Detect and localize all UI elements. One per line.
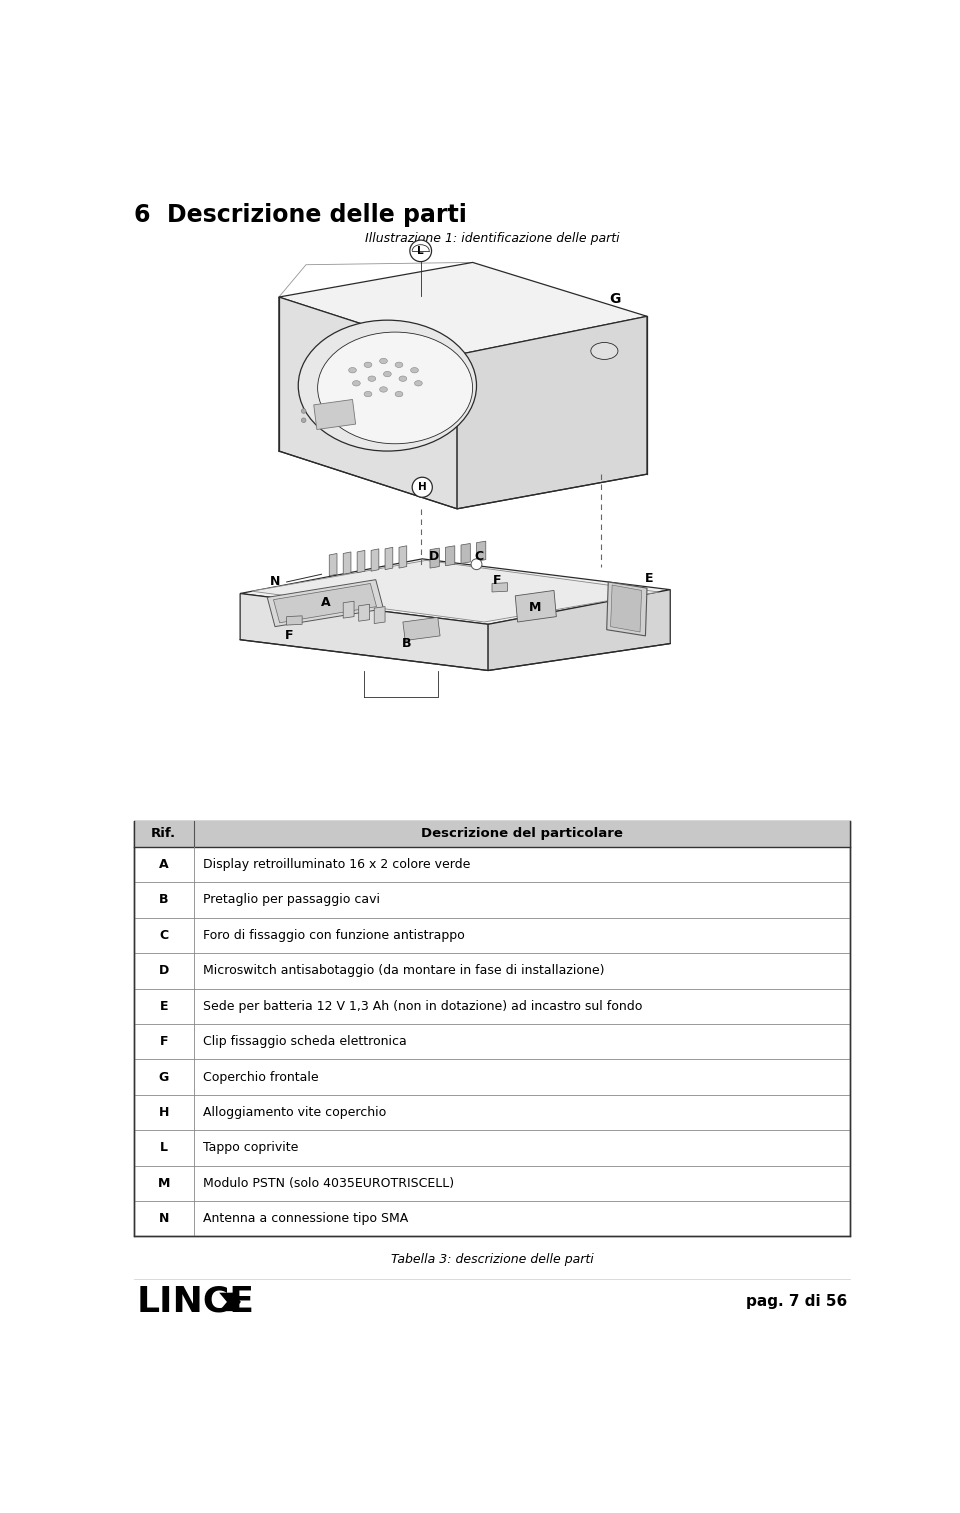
Ellipse shape [379,359,388,363]
Text: L: L [418,245,424,256]
Polygon shape [372,549,379,572]
Ellipse shape [399,377,407,381]
Text: B: B [402,637,412,651]
Polygon shape [274,584,376,623]
Text: F: F [159,1035,168,1049]
Text: G: G [609,292,620,306]
Ellipse shape [364,362,372,368]
Text: Coperchio frontale: Coperchio frontale [203,1071,319,1083]
Text: B: B [159,894,169,906]
Polygon shape [488,590,670,670]
Text: Clip fissaggio scheda elettronica: Clip fissaggio scheda elettronica [203,1035,407,1049]
Ellipse shape [368,377,375,381]
Polygon shape [385,548,393,569]
Polygon shape [329,554,337,576]
Text: E: E [159,1000,168,1012]
Text: N: N [158,1212,169,1226]
Polygon shape [611,586,641,632]
Text: C: C [474,551,484,563]
Polygon shape [278,262,647,356]
Ellipse shape [383,371,392,377]
Polygon shape [445,546,455,566]
Text: Foro di fissaggio con funzione antistrappo: Foro di fissaggio con funzione antistrap… [203,929,465,943]
Text: L: L [159,1141,168,1154]
Polygon shape [461,543,470,563]
Polygon shape [240,558,670,625]
Polygon shape [219,1292,241,1312]
Polygon shape [607,583,647,635]
Text: Microswitch antisabotaggio (da montare in fase di installazione): Microswitch antisabotaggio (da montare i… [203,964,605,977]
Polygon shape [403,617,440,640]
Ellipse shape [396,392,403,396]
Polygon shape [287,616,302,625]
Text: A: A [159,858,169,871]
Text: Descrizione del particolare: Descrizione del particolare [420,828,623,840]
Text: H: H [158,1106,169,1120]
Text: F: F [493,573,502,587]
Text: Alloggiamento vite coperchio: Alloggiamento vite coperchio [203,1106,386,1120]
Text: Tappo coprivite: Tappo coprivite [203,1141,299,1154]
Ellipse shape [411,368,419,372]
Circle shape [301,418,306,422]
Circle shape [412,477,432,498]
Circle shape [471,558,482,569]
Polygon shape [267,579,383,626]
Polygon shape [430,548,440,567]
Polygon shape [278,297,457,508]
Polygon shape [399,546,407,567]
Text: H: H [418,483,426,492]
Ellipse shape [415,381,422,386]
Circle shape [301,409,306,413]
Polygon shape [516,590,557,622]
Ellipse shape [364,392,372,396]
Polygon shape [374,607,385,623]
Polygon shape [492,583,508,592]
Ellipse shape [379,387,388,392]
Text: E: E [645,572,654,584]
Text: Display retroilluminato 16 x 2 colore verde: Display retroilluminato 16 x 2 colore ve… [203,858,470,871]
Text: M: M [157,1177,170,1189]
Text: F: F [285,629,293,643]
Text: Illustrazione 1: identificazione delle parti: Illustrazione 1: identificazione delle p… [365,231,619,245]
Polygon shape [476,542,486,561]
Text: D: D [429,551,439,563]
Ellipse shape [396,362,403,368]
Text: Rif.: Rif. [152,828,177,840]
Circle shape [410,241,432,262]
Text: Tabella 3: descrizione delle parti: Tabella 3: descrizione delle parti [391,1253,593,1266]
Ellipse shape [352,381,360,386]
Polygon shape [344,601,354,619]
Polygon shape [359,604,370,622]
Text: N: N [270,575,280,589]
Text: Antenna a connessione tipo SMA: Antenna a connessione tipo SMA [203,1212,408,1226]
Text: LINCE: LINCE [137,1285,255,1319]
Text: D: D [158,964,169,977]
Polygon shape [457,316,647,508]
Text: Sede per batteria 12 V 1,3 Ah (non in dotazione) ad incastro sul fondo: Sede per batteria 12 V 1,3 Ah (non in do… [203,1000,642,1012]
Ellipse shape [590,342,618,360]
Text: C: C [159,929,168,943]
Text: pag. 7 di 56: pag. 7 di 56 [746,1295,847,1309]
FancyBboxPatch shape [134,820,850,847]
Ellipse shape [348,368,356,372]
Text: 6  Descrizione delle parti: 6 Descrizione delle parti [134,203,467,227]
Polygon shape [314,399,355,430]
Text: M: M [528,601,540,614]
Text: Modulo PSTN (solo 4035EUROTRISCELL): Modulo PSTN (solo 4035EUROTRISCELL) [203,1177,454,1189]
Ellipse shape [299,321,476,451]
Ellipse shape [318,331,472,443]
Polygon shape [252,560,659,622]
Polygon shape [240,593,488,670]
Text: G: G [158,1071,169,1083]
Polygon shape [357,551,365,573]
Text: A: A [321,596,330,610]
Text: Pretaglio per passaggio cavi: Pretaglio per passaggio cavi [203,894,380,906]
FancyBboxPatch shape [134,820,850,1236]
Polygon shape [344,552,351,575]
